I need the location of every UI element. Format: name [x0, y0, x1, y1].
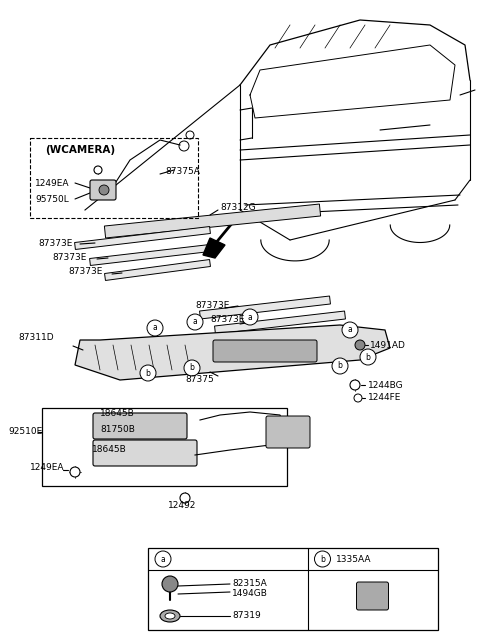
- Text: 87373E: 87373E: [68, 268, 102, 277]
- Circle shape: [147, 320, 163, 336]
- Text: 87312G: 87312G: [220, 202, 256, 212]
- Text: 1249EA: 1249EA: [30, 464, 64, 473]
- Text: 1244FE: 1244FE: [368, 394, 401, 403]
- Polygon shape: [75, 325, 390, 380]
- Text: 12492: 12492: [168, 502, 196, 511]
- Text: a: a: [348, 326, 352, 335]
- Text: b: b: [190, 364, 194, 373]
- Text: 92510E: 92510E: [8, 427, 42, 436]
- Text: 87373E: 87373E: [195, 300, 229, 310]
- Polygon shape: [200, 296, 330, 319]
- FancyBboxPatch shape: [93, 440, 197, 466]
- Text: 87373E: 87373E: [38, 238, 72, 247]
- Text: 87373E: 87373E: [52, 252, 86, 261]
- Text: 95750L: 95750L: [35, 195, 69, 204]
- Circle shape: [70, 467, 80, 477]
- FancyBboxPatch shape: [93, 413, 187, 439]
- Ellipse shape: [160, 610, 180, 622]
- Polygon shape: [203, 238, 225, 258]
- FancyBboxPatch shape: [266, 416, 310, 448]
- Text: 18645B: 18645B: [92, 445, 127, 455]
- Text: 82315A: 82315A: [232, 579, 267, 588]
- Text: 87375: 87375: [185, 375, 214, 385]
- Text: 1249EA: 1249EA: [35, 179, 70, 188]
- Text: 1494GB: 1494GB: [232, 590, 268, 598]
- Circle shape: [99, 185, 109, 195]
- Text: b: b: [366, 352, 371, 361]
- Text: 1244BG: 1244BG: [368, 380, 404, 389]
- Circle shape: [242, 309, 258, 325]
- Ellipse shape: [165, 613, 175, 619]
- Polygon shape: [215, 311, 346, 334]
- Text: b: b: [337, 361, 342, 371]
- Circle shape: [180, 493, 190, 503]
- Text: 87311D: 87311D: [18, 333, 54, 343]
- Text: 1335AA: 1335AA: [336, 555, 371, 563]
- Circle shape: [342, 322, 358, 338]
- Circle shape: [140, 365, 156, 381]
- Text: 81750B: 81750B: [100, 425, 135, 434]
- Circle shape: [350, 380, 360, 390]
- Polygon shape: [90, 244, 210, 265]
- Circle shape: [314, 551, 331, 567]
- Text: (WCAMERA): (WCAMERA): [45, 145, 115, 155]
- Text: 1491AD: 1491AD: [370, 340, 406, 350]
- Circle shape: [187, 314, 203, 330]
- FancyBboxPatch shape: [357, 582, 388, 610]
- FancyBboxPatch shape: [90, 180, 116, 200]
- Text: 87373E: 87373E: [210, 315, 244, 324]
- Text: a: a: [161, 555, 166, 563]
- Circle shape: [184, 360, 200, 376]
- Text: 87319: 87319: [232, 611, 261, 621]
- Polygon shape: [74, 226, 210, 249]
- Text: a: a: [192, 317, 197, 326]
- Text: 87375A: 87375A: [165, 167, 200, 177]
- Text: a: a: [153, 324, 157, 333]
- Text: b: b: [145, 368, 150, 378]
- Polygon shape: [104, 204, 321, 238]
- Circle shape: [354, 394, 362, 402]
- Circle shape: [332, 358, 348, 374]
- FancyBboxPatch shape: [213, 340, 317, 362]
- Circle shape: [94, 166, 102, 174]
- Circle shape: [355, 340, 365, 350]
- Circle shape: [155, 551, 171, 567]
- Polygon shape: [105, 259, 210, 280]
- Circle shape: [360, 349, 376, 365]
- Circle shape: [162, 576, 178, 592]
- Text: b: b: [320, 555, 325, 563]
- Text: a: a: [248, 312, 252, 322]
- Text: 18645B: 18645B: [100, 408, 135, 417]
